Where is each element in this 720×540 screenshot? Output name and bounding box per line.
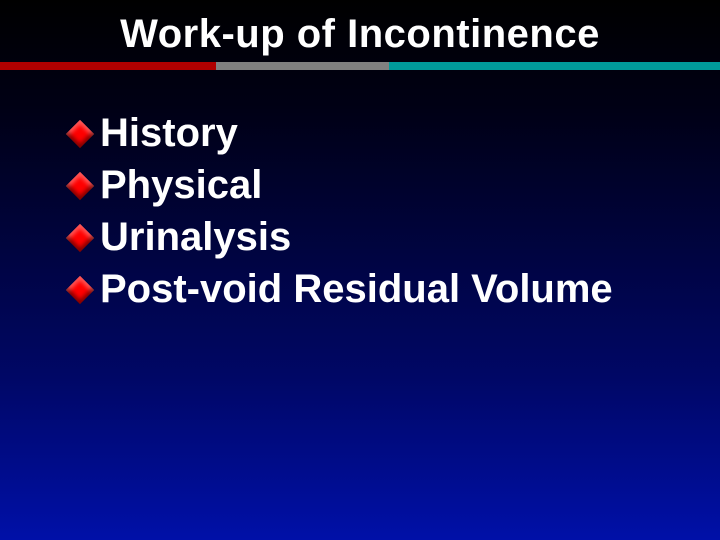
slide: Work-up of Incontinence History Physical U… bbox=[0, 0, 720, 540]
bullet-item: Post-void Residual Volume bbox=[70, 266, 680, 312]
bullet-item: History bbox=[70, 110, 680, 156]
accent-bar-segment bbox=[216, 62, 389, 70]
slide-title: Work-up of Incontinence bbox=[0, 12, 720, 57]
bullet-text: History bbox=[100, 110, 680, 156]
bullet-item: Physical bbox=[70, 162, 680, 208]
diamond-icon bbox=[66, 276, 94, 304]
bullet-text: Physical bbox=[100, 162, 680, 208]
bullet-text: Urinalysis bbox=[100, 214, 680, 260]
bullet-text: Post-void Residual Volume bbox=[100, 266, 680, 312]
diamond-icon bbox=[66, 172, 94, 200]
bullet-item: Urinalysis bbox=[70, 214, 680, 260]
accent-bar-segment bbox=[0, 62, 216, 70]
diamond-icon bbox=[66, 224, 94, 252]
diamond-icon bbox=[66, 120, 94, 148]
accent-bar bbox=[0, 62, 720, 70]
accent-bar-segment bbox=[389, 62, 720, 70]
bullet-list: History Physical Urinalysis Post-void Resid… bbox=[70, 110, 680, 318]
